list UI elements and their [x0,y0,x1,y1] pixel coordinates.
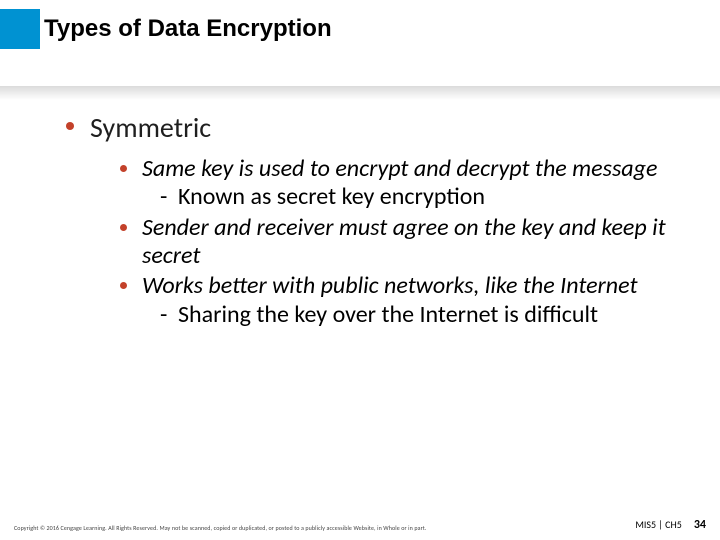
slide-title: Types of Data Encryption [44,15,700,43]
level1-text: Symmetric [90,110,211,145]
list-item: Symmetric Same key is used to encrypt an… [66,110,680,329]
level2-text: Sender and receiver must agree on the ke… [142,213,666,270]
course-label: MIS5 | CH5 [635,518,682,531]
page-number: 34 [694,518,706,532]
bullet-icon [120,224,127,231]
accent-square [0,9,40,49]
bullet-icon [66,122,74,130]
footer-right: MIS5 | CH5 34 [635,518,706,532]
level3-text: Known as secret key encryption [178,182,485,211]
list-item: Same key is used to encrypt and decrypt … [120,155,680,212]
list-item: Known as secret key encryption [160,183,680,211]
bullet-list-level3: Sharing the key over the Internet is dif… [160,301,680,329]
bullet-list-level2: Same key is used to encrypt and decrypt … [120,155,680,329]
divider-shadow [0,86,720,100]
bullet-list-level3: Known as secret key encryption [160,183,680,211]
bullet-list-level1: Symmetric Same key is used to encrypt an… [66,110,680,329]
slide-body: Symmetric Same key is used to encrypt an… [66,110,680,347]
title-row: Types of Data Encryption [44,15,700,43]
copyright-text: Copyright © 2016 Cengage Learning. All R… [14,524,427,532]
level2-text: Works better with public networks, like … [142,271,638,300]
list-item: Works better with public networks, like … [120,272,680,329]
list-item: Sharing the key over the Internet is dif… [160,301,680,329]
slide: Types of Data Encryption Symmetric Same … [0,0,720,540]
list-item: Sender and receiver must agree on the ke… [120,214,680,271]
bullet-icon [120,165,127,172]
slide-footer: Copyright © 2016 Cengage Learning. All R… [14,518,706,532]
level3-text: Sharing the key over the Internet is dif… [178,300,598,329]
level2-text: Same key is used to encrypt and decrypt … [142,154,657,183]
bullet-icon [120,282,127,289]
